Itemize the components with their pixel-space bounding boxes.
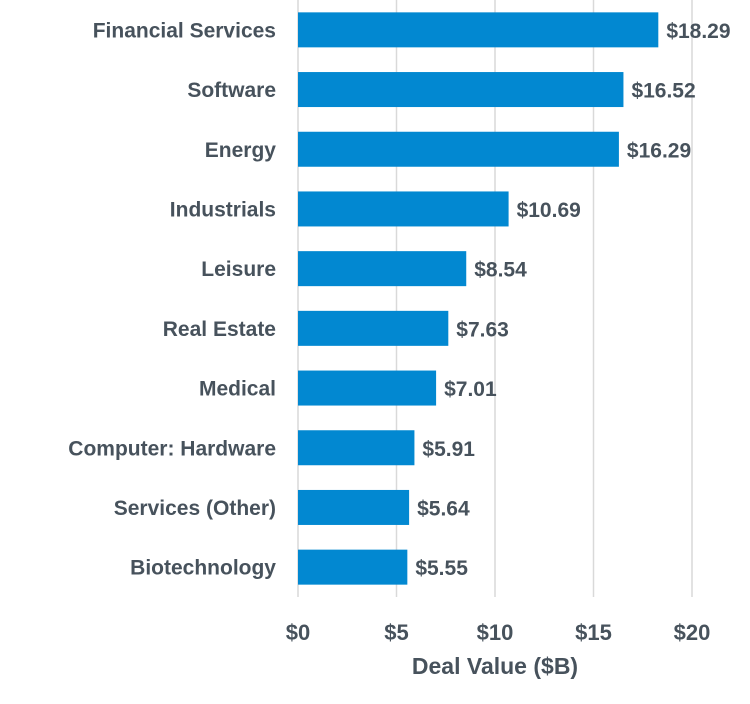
category-label: Biotechnology — [130, 557, 276, 580]
data-label: $7.63 — [456, 318, 509, 341]
category-label: Medical — [199, 378, 276, 401]
data-label: $5.55 — [415, 557, 468, 580]
bar — [298, 72, 624, 108]
x-tick-label: $20 — [674, 620, 711, 645]
x-axis-title: Deal Value ($B) — [412, 653, 578, 679]
x-tick-label: $10 — [477, 620, 514, 645]
bar — [298, 191, 509, 227]
x-tick-label: $0 — [286, 620, 310, 645]
data-label: $5.64 — [417, 497, 470, 520]
data-labels: $18.29 $16.52 $16.29 $10.69 $8.54 $7.63 $7.01 $… — [415, 20, 730, 580]
x-tick-label: $15 — [575, 620, 612, 645]
x-tick-labels: $0 $5 $10 $15 $20 — [286, 620, 711, 645]
data-label: $16.29 — [627, 139, 691, 162]
category-label: Energy — [205, 139, 277, 162]
data-label: $10.69 — [517, 199, 581, 222]
category-label: Real Estate — [163, 318, 276, 341]
data-label: $7.01 — [444, 378, 497, 401]
category-label: Software — [187, 79, 276, 102]
bar — [298, 430, 415, 466]
category-label: Services (Other) — [114, 497, 276, 520]
bars — [298, 12, 659, 585]
bar — [298, 370, 437, 406]
data-label: $8.54 — [474, 259, 527, 282]
data-label: $16.52 — [631, 80, 695, 103]
bar — [298, 310, 449, 346]
data-label: $5.91 — [422, 438, 475, 461]
category-label: Leisure — [201, 258, 276, 281]
bar — [298, 12, 659, 48]
category-labels: Financial Services Software Energy Industri… — [68, 19, 276, 579]
bar — [298, 549, 408, 585]
x-tick-label: $5 — [384, 620, 408, 645]
category-label: Computer: Hardware — [68, 437, 276, 460]
bar — [298, 131, 619, 167]
bar — [298, 489, 410, 525]
category-label: Industrials — [170, 198, 276, 221]
bar — [298, 251, 467, 287]
category-label: Financial Services — [93, 19, 276, 42]
data-label: $18.29 — [666, 20, 730, 43]
